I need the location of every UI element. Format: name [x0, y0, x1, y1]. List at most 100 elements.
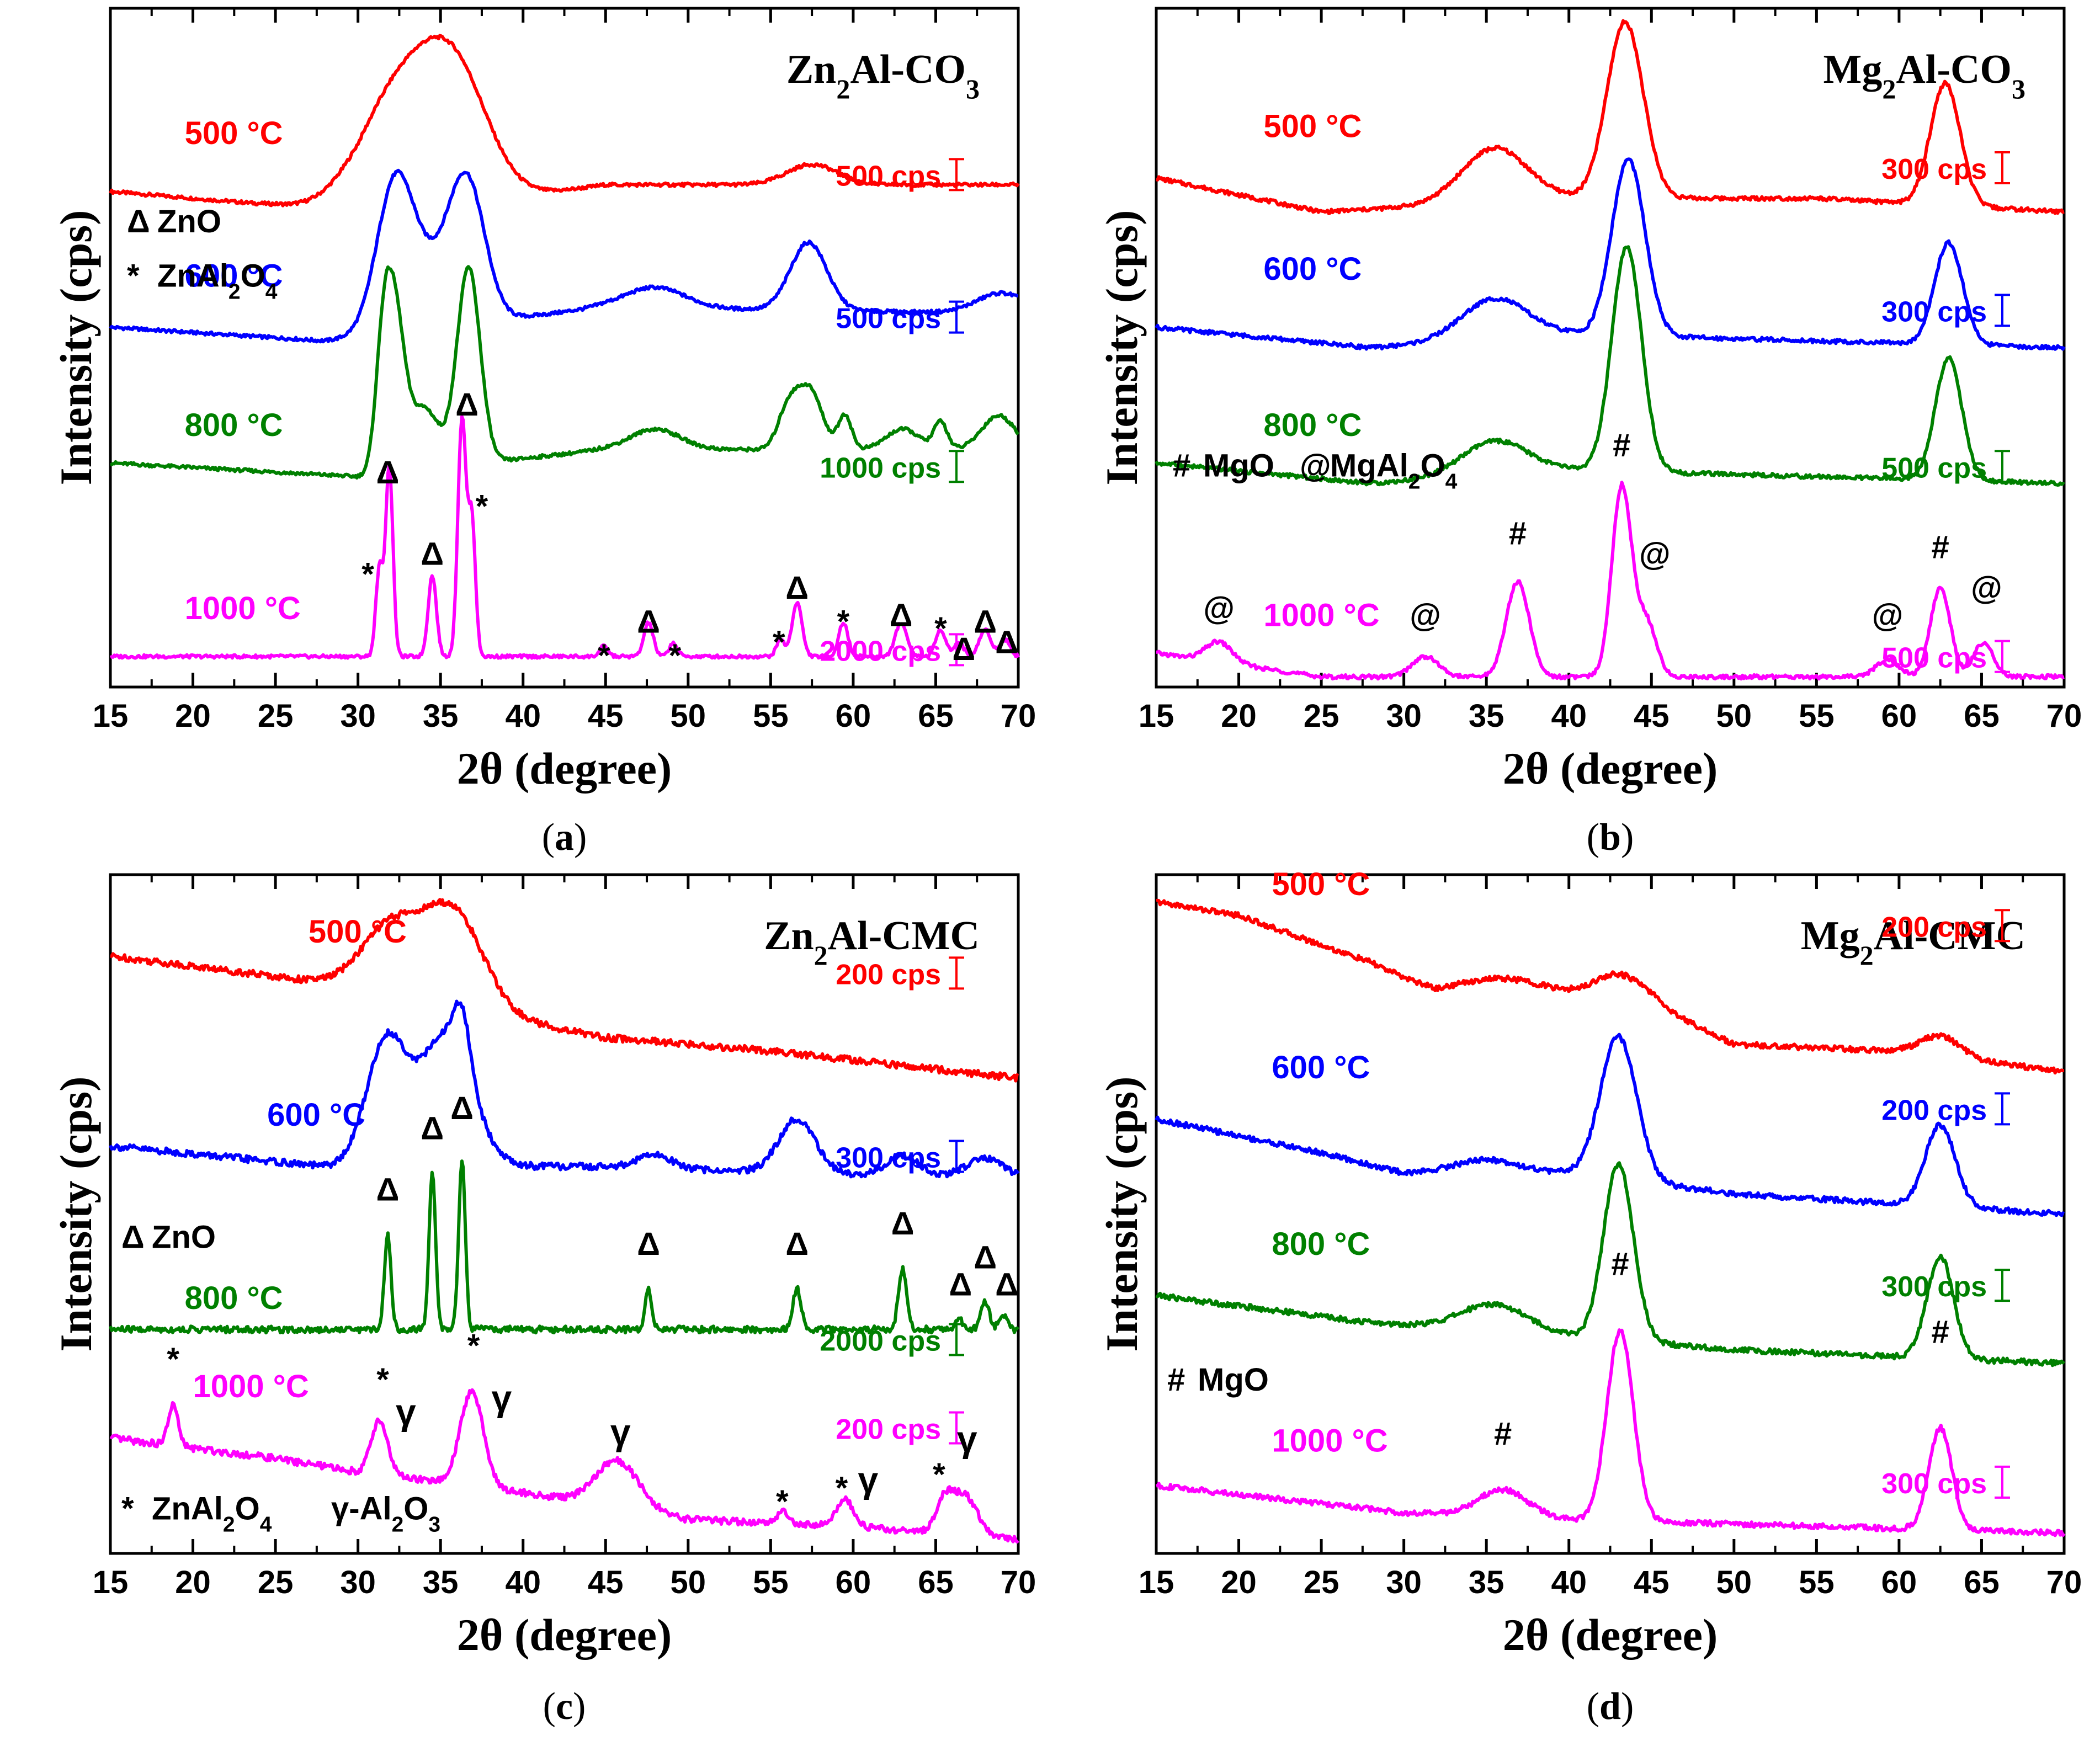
- x-tick-label: 65: [918, 698, 954, 734]
- series-label: 600 °C: [185, 258, 283, 294]
- subscript: 2: [814, 940, 828, 971]
- subscript: 2: [1860, 940, 1874, 971]
- series-line-800: [109, 1159, 1020, 1335]
- phase-marker: *: [933, 1457, 945, 1493]
- scale-label: 200 cps: [1881, 911, 1987, 943]
- series-label: 600 °C: [1272, 1050, 1370, 1085]
- legend-item: * ZnAl2O4: [121, 1491, 272, 1537]
- x-tick-label: 15: [93, 698, 129, 734]
- panel-caption: (a): [542, 816, 587, 859]
- phase-marker: γ: [396, 1391, 416, 1432]
- caption-paren: ): [574, 816, 587, 859]
- phase-marker: *: [167, 1342, 179, 1377]
- phase-marker: γ: [858, 1459, 878, 1500]
- x-tick-label: 55: [1799, 1564, 1835, 1600]
- text-part: O: [403, 1491, 428, 1527]
- scale-label: 2000 cps: [820, 1326, 941, 1358]
- text-part: Zn: [786, 47, 837, 92]
- phase-marker: Δ: [637, 604, 660, 640]
- x-tick-label: 45: [588, 1564, 624, 1600]
- scale-label: 500 cps: [836, 160, 941, 192]
- chart-panel-d: 15 20 25 30 35 40 45 50 55 60 65 70 2θ (degree) Inten…: [1097, 866, 2082, 1728]
- x-tick-label: 30: [340, 698, 376, 734]
- chart-title: Zn2Al-CMC: [764, 913, 980, 971]
- legend-text: ZnO: [157, 204, 221, 239]
- phase-marker: *: [837, 604, 850, 640]
- legend-symbol: *: [121, 1491, 134, 1527]
- phase-marker: Δ: [637, 1226, 660, 1262]
- text-part: Al-CMC: [1874, 913, 2025, 959]
- caption-paren: (: [542, 816, 555, 859]
- x-tick-label: 25: [258, 698, 294, 734]
- phase-marker: *: [773, 625, 785, 661]
- x-tick-label: 65: [1964, 1564, 2000, 1600]
- series-line-800: [110, 265, 1020, 480]
- text-part: Al-CMC: [828, 913, 980, 959]
- phase-marker: *: [598, 638, 610, 674]
- x-tick-label: 70: [1001, 1564, 1036, 1600]
- phase-marker: *: [776, 1484, 789, 1520]
- phase-marker: @: [1410, 597, 1441, 633]
- plot-frame: [109, 7, 1020, 689]
- caption-paren: ): [573, 1685, 586, 1728]
- x-tick-label: 65: [918, 1564, 954, 1600]
- phase-marker: #: [1494, 1416, 1512, 1452]
- y-axis-label: Intensity (cps): [51, 1077, 101, 1352]
- series-line-1000: [109, 1388, 1020, 1543]
- subscript: 2: [836, 73, 850, 104]
- x-tick-label: 20: [175, 698, 211, 734]
- phase-marker: @: [1203, 590, 1235, 626]
- x-tick-label: 35: [1469, 698, 1504, 734]
- caption-letter: a: [555, 816, 574, 859]
- legend-item: Δ ZnO: [127, 204, 221, 239]
- text-part: γ-Al: [331, 1491, 392, 1527]
- chart-title: Zn2Al-CO3: [786, 47, 980, 104]
- phase-marker: @: [1971, 570, 2002, 606]
- phase-marker: Δ: [376, 1172, 400, 1207]
- phase-marker: @: [1639, 536, 1671, 572]
- scale-label: 300 cps: [1881, 1468, 1987, 1500]
- x-tick-label: 25: [258, 1564, 294, 1600]
- caption-paren: (: [543, 1685, 556, 1728]
- x-tick-label: 60: [1881, 1564, 1917, 1600]
- caption-letter: b: [1599, 816, 1621, 859]
- scale-label: 500 cps: [1881, 452, 1987, 484]
- series-line-1000: [1156, 481, 2065, 681]
- chart-title: Mg2Al-CMC: [1801, 913, 2025, 971]
- chart-panel-a: 15 20 25 30 35 40 45 50 55 60 65 70 2θ (degree) Inten…: [51, 7, 1036, 859]
- phase-marker: #: [1611, 1247, 1629, 1282]
- x-tick-label: 30: [1386, 1564, 1422, 1600]
- series-line-500: [1156, 19, 2065, 215]
- x-tick-label: 15: [1139, 1564, 1174, 1600]
- scale-label: 300 cps: [836, 1142, 941, 1174]
- caption-paren: (: [1587, 1685, 1599, 1728]
- chart-panel-b: 15 20 25 30 35 40 45 50 55 60 65 70 2θ (degree) Inten…: [1097, 7, 2082, 859]
- x-tick-label: 45: [1634, 1564, 1670, 1600]
- series-label: 500 °C: [1263, 109, 1362, 145]
- x-tick-label: 70: [2046, 698, 2082, 734]
- phase-marker: Δ: [785, 570, 809, 606]
- phase-marker: Δ: [421, 536, 444, 572]
- subscript: 2: [1408, 470, 1421, 493]
- x-tick-label: 25: [1304, 1564, 1339, 1600]
- x-tick-label: 30: [1386, 698, 1422, 734]
- series-label: 600 °C: [1263, 251, 1362, 287]
- legend-symbol: Δ: [127, 204, 150, 239]
- series-line-600: [1155, 157, 2066, 351]
- x-axis-label: 2θ (degree): [1503, 1610, 1718, 1660]
- phase-marker: *: [669, 638, 682, 674]
- subscript: 2: [1882, 73, 1896, 104]
- scale-label: 200 cps: [1881, 1094, 1987, 1126]
- series-label: 1000 °C: [1272, 1423, 1387, 1459]
- text-part: Mg: [1823, 47, 1882, 92]
- legend-item: * ZnAl2O4: [127, 258, 278, 304]
- phase-marker: Δ: [421, 1111, 444, 1147]
- phase-marker: *: [467, 1328, 480, 1364]
- phase-marker: Δ: [890, 597, 913, 633]
- legend-text: MgO: [1203, 448, 1274, 484]
- legend-symbol: #: [1167, 1362, 1185, 1398]
- scale-label: 300 cps: [1881, 153, 1987, 185]
- subscript: 4: [265, 280, 278, 304]
- subscript: 3: [428, 1513, 440, 1536]
